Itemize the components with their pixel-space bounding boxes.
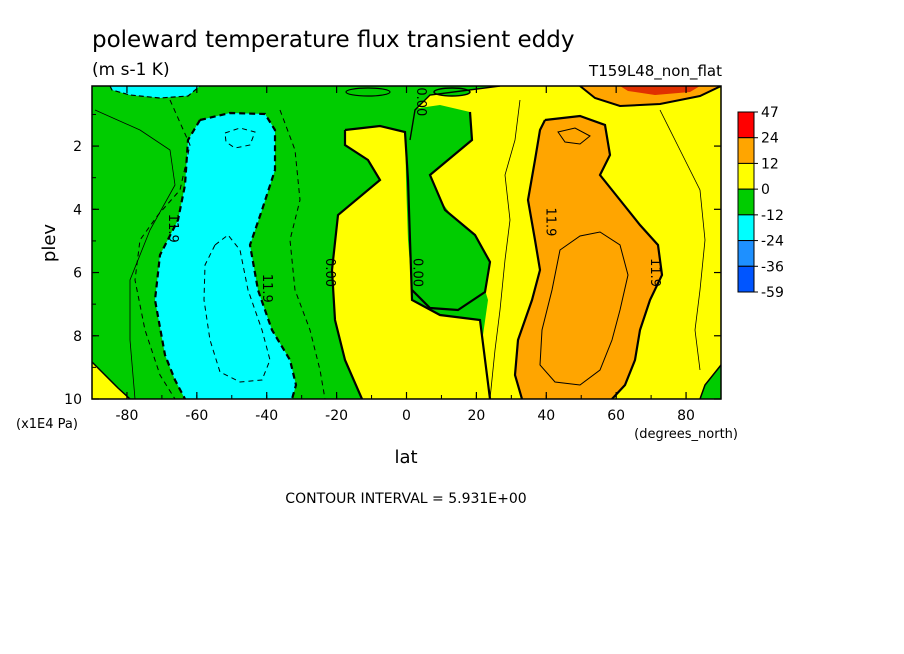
x-tick-label: -80 (116, 408, 139, 424)
region-green-se (700, 365, 721, 399)
colorbar-label: 12 (761, 156, 779, 172)
contour-neg-cyan (153, 111, 298, 399)
contour-top-right (579, 86, 721, 108)
y-axis-label: plev (39, 224, 60, 263)
x-tick-label: 60 (607, 408, 625, 424)
plot-area: 11.9 11.9 0.00 0.00 0.00 11.9 11.9 (92, 86, 721, 399)
x-tick-label: 40 (537, 408, 555, 424)
contour-label: 0.00 (413, 87, 428, 116)
contour-interval: CONTOUR INTERVAL = 5.931E+00 (285, 491, 526, 507)
colorbar-swatch (737, 265, 755, 293)
colorbar-swatch (737, 137, 755, 164)
contour-label: 11.9 (542, 207, 557, 236)
x-tick-label: -60 (185, 408, 208, 424)
y-tick-label: 2 (73, 139, 82, 155)
colorbar-label: 24 (761, 131, 779, 147)
y-tick-label: 10 (64, 392, 82, 408)
contour-label: 11.9 (259, 274, 274, 303)
contour-zero-central (330, 124, 492, 399)
y-tick-label: 6 (73, 266, 82, 282)
colorbar-swatch (737, 162, 755, 190)
contour-zero-east (409, 86, 501, 141)
region-yellow-sw (92, 362, 130, 399)
x-tick-label: 20 (467, 408, 485, 424)
chart-title: poleward temperature flux transient eddy (92, 27, 574, 53)
contour-neg-small (224, 127, 256, 149)
contour-pos-small (557, 127, 591, 145)
colorbar-swatch (737, 240, 755, 267)
region-red-top (620, 86, 700, 95)
contour-label: 11.9 (647, 258, 662, 287)
colorbar-swatch (737, 214, 755, 242)
contour-neg-far (94, 109, 176, 399)
dataset-label: T159L48_non_flat (588, 62, 722, 81)
colorbar-label: 0 (761, 182, 770, 198)
x-units: (degrees_north) (634, 427, 738, 442)
contour-zero-tongue (411, 111, 492, 312)
colorbar-label: -59 (761, 285, 784, 301)
colorbar-label: -36 (761, 259, 784, 275)
contour-pos-outer (489, 99, 706, 399)
x-tick-label: 80 (677, 408, 695, 424)
contour-label: 11.9 (165, 214, 180, 243)
y-axis: 2 4 6 8 10 (64, 113, 721, 408)
y-units: (x1E4 Pa) (16, 417, 78, 432)
colorbar-label: -24 (761, 234, 784, 250)
x-tick-label: 0 (402, 408, 411, 424)
y-tick-label: 4 (73, 202, 82, 218)
region-green-blob2 (345, 87, 391, 97)
colorbar-label: -12 (761, 208, 784, 224)
contour-se (699, 364, 721, 399)
region-cyan (155, 113, 296, 399)
contour-top-left (109, 86, 201, 99)
region-yellow-central (332, 126, 490, 399)
contour-pos-inner (539, 231, 629, 386)
y-tick-label: 8 (73, 329, 82, 345)
chart-units: (m s-1 K) (92, 60, 170, 80)
contour-neg-inner (203, 234, 271, 383)
contour-pos-orange (513, 114, 664, 399)
x-tick-label: -40 (255, 408, 278, 424)
contour-label: 0.00 (322, 258, 337, 287)
region-green-tongue (405, 105, 490, 310)
colorbar-label: 47 (761, 105, 779, 121)
region-orange (515, 116, 662, 399)
contour-label: 0.00 (409, 258, 424, 287)
colorbar-swatch (737, 188, 755, 216)
contour-neg-outer (134, 99, 326, 399)
colorbar-swatch (737, 111, 755, 139)
colorbar: 47 24 12 0 -12 -24 -36 -59 (737, 105, 784, 301)
x-axis-label: lat (394, 447, 417, 468)
x-tick-label: -20 (325, 408, 348, 424)
x-axis: -80 -60 -40 -20 0 20 40 60 80 (91, 86, 722, 424)
contour-labels: 11.9 11.9 0.00 0.00 0.00 11.9 11.9 (165, 87, 662, 302)
contour-sw (92, 361, 131, 399)
